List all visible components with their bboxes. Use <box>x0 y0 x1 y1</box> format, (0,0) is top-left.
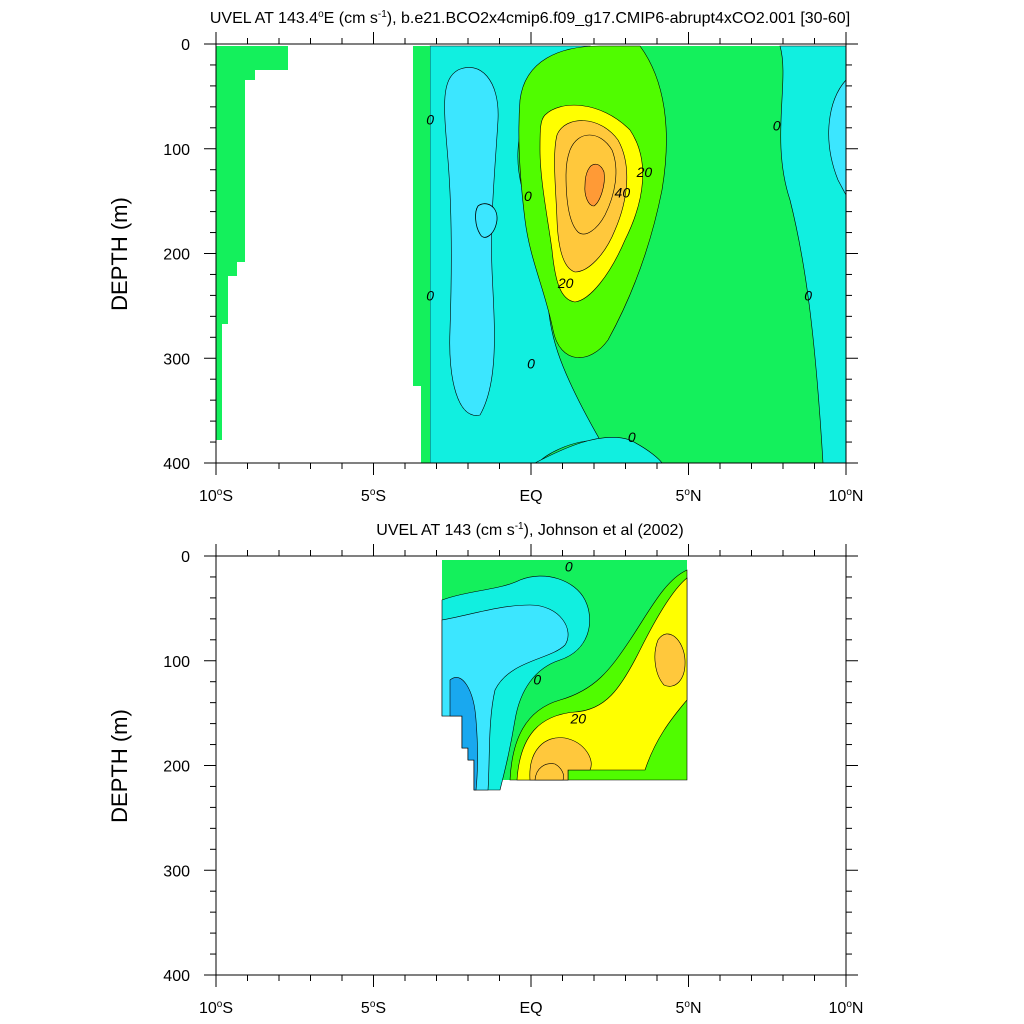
bottom-contour-labels: 0 0 20 <box>533 558 586 726</box>
bottom-x-axis: 10oS 5oS EQ 5oN 10oN <box>199 544 863 1017</box>
boundary-strip <box>413 46 430 386</box>
top-y-axis-label: DEPTH (m) <box>107 197 132 311</box>
y-tick-label: 0 <box>181 37 190 54</box>
west-green-steps <box>216 46 288 440</box>
y-tick-label: 300 <box>163 863 190 880</box>
obs-field-neg20 <box>449 677 478 791</box>
x-tick-label: EQ <box>519 1000 542 1017</box>
contour-label: 20 <box>557 275 574 291</box>
x-tick-label: EQ <box>519 488 542 505</box>
boundary-strip-lower <box>421 386 430 463</box>
contour-label: 0 <box>533 672 541 688</box>
obs-field-pos20 <box>516 577 688 781</box>
y-tick-label: 200 <box>163 759 190 776</box>
top-contour-fill <box>216 45 847 464</box>
y-tick-label: 400 <box>163 456 190 473</box>
x-tick-label: 5oS <box>361 487 386 505</box>
contour-label: 0 <box>773 118 781 134</box>
bottom-contour-fill <box>441 560 688 791</box>
field-level-neg0-east <box>779 45 847 464</box>
y-tick-label: 100 <box>163 654 190 671</box>
top-x-axis: 10oS 5oS EQ 5oN 10oN <box>199 32 863 505</box>
y-tick-label: 200 <box>163 247 190 264</box>
obs-field-pos40 <box>534 763 564 781</box>
contour-label: 0 <box>426 287 434 303</box>
contour-label: 20 <box>569 710 586 726</box>
contour-label: 0 <box>527 355 535 371</box>
land-mask <box>219 46 421 463</box>
x-tick-label: 10oN <box>829 487 864 505</box>
contour-label: 0 <box>426 111 434 127</box>
contour-label: 40 <box>615 185 631 201</box>
field-level-pos50 <box>584 163 605 207</box>
contour-label: 0 <box>804 287 812 303</box>
y-tick-label: 0 <box>181 549 190 566</box>
contour-label: 20 <box>636 164 653 180</box>
field-level-neg10-west <box>444 67 499 416</box>
y-tick-label: 300 <box>163 351 190 368</box>
top-contour-labels: 0 0 0 0 0 0 0 20 20 40 <box>426 111 812 444</box>
x-tick-label: 5oS <box>361 999 386 1017</box>
x-tick-label: 5oN <box>675 999 701 1017</box>
x-tick-label: 5oN <box>675 487 701 505</box>
contour-label: 0 <box>565 558 573 574</box>
x-tick-label: 10oS <box>199 487 233 505</box>
y-tick-label: 400 <box>163 968 190 985</box>
top-chart-title: UVEL AT 143.4oE (cm s-1), b.e21.BCO2x4cm… <box>210 9 850 27</box>
y-tick-label: 100 <box>163 142 190 159</box>
contour-label: 0 <box>524 188 532 204</box>
model-contour-panel: UVEL AT 143.4oE (cm s-1), b.e21.BCO2x4cm… <box>107 9 863 505</box>
bottom-y-axis-label: DEPTH (m) <box>107 709 132 823</box>
obs-field-pos30-upper <box>654 633 686 687</box>
x-tick-label: 10oN <box>829 999 864 1017</box>
observation-contour-panel: UVEL AT 143 (cm s-1), Johnson et al (200… <box>107 521 863 1017</box>
x-tick-label: 10oS <box>199 999 233 1017</box>
contour-label: 0 <box>628 429 636 445</box>
field-level-neg0-bottom <box>534 436 663 464</box>
bottom-chart-title: UVEL AT 143 (cm s-1), Johnson et al (200… <box>376 521 683 539</box>
field-level-neg20-west <box>475 203 498 238</box>
field-level-neg10-east <box>828 79 847 196</box>
